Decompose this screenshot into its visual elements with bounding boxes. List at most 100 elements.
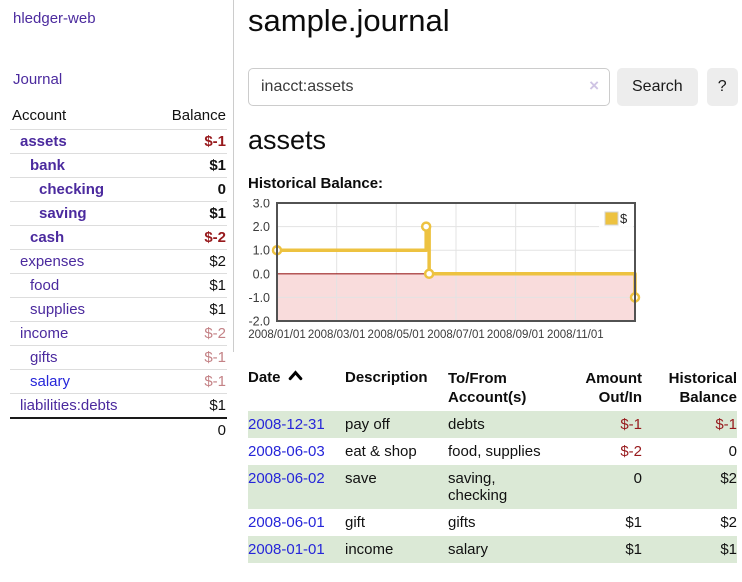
- transaction-date-link[interactable]: 2008-06-02: [248, 470, 325, 487]
- x-tick-label: 2008/11/01: [547, 329, 604, 341]
- account-link-bank[interactable]: bank: [30, 157, 66, 174]
- account-name-cell: assets: [10, 129, 153, 154]
- accounts-header-line2: Account(s): [448, 389, 527, 406]
- search-button[interactable]: Search: [617, 68, 698, 106]
- amount-header-line2: Out/In: [598, 389, 642, 406]
- data-point-marker: [420, 221, 432, 232]
- transaction-accounts: gifts: [448, 514, 476, 531]
- x-tick-label: 2008/03/01: [308, 329, 366, 341]
- transaction-balance: $1: [642, 536, 737, 563]
- transaction-balance: $-1: [642, 411, 737, 438]
- account-row: saving $1: [10, 201, 227, 226]
- account-name-cell: liabilities:debts: [10, 393, 153, 418]
- sidebar-journal-link[interactable]: Journal: [13, 71, 63, 88]
- page-title: sample.journal: [248, 3, 450, 38]
- account-row: checking 0: [10, 177, 227, 202]
- transaction-date-cell: 2008-06-01: [248, 509, 345, 536]
- account-name-cell: bank: [10, 153, 153, 178]
- account-name-cell: saving: [10, 201, 153, 226]
- amount-header-line1: Amount: [585, 370, 642, 387]
- account-link-income[interactable]: income: [20, 325, 69, 342]
- transactions-header-row: Date Description To/From Account(s) Amou…: [248, 363, 737, 411]
- account-row: assets $-1: [10, 129, 227, 154]
- account-link-cash[interactable]: cash: [30, 229, 65, 246]
- transaction-date-link[interactable]: 2008-12-31: [248, 416, 325, 433]
- legend-swatch: [604, 211, 619, 226]
- y-tick-label: -1.0: [248, 291, 270, 305]
- account-balance: 0: [152, 177, 227, 202]
- account-link-gifts[interactable]: gifts: [30, 349, 58, 366]
- transaction-description: pay off: [345, 411, 448, 438]
- account-row: expenses $2: [10, 249, 227, 274]
- balance-header-line2: Balance: [679, 389, 737, 406]
- account-balance: $1: [152, 153, 227, 178]
- x-tick-label: 2008/01/01: [248, 329, 306, 341]
- account-link-checking[interactable]: checking: [39, 181, 105, 198]
- sidebar-divider: [233, 0, 234, 352]
- search-input-wrap: ×: [248, 68, 610, 106]
- accounts-header-balance: Balance: [171, 107, 226, 124]
- transaction-description: eat & shop: [345, 443, 417, 460]
- account-link-saving[interactable]: saving: [39, 205, 87, 222]
- account-balance: $-2: [152, 225, 227, 250]
- help-button[interactable]: ?: [706, 68, 738, 106]
- col-header-date[interactable]: Date: [248, 363, 345, 411]
- accounts-total-value: 0: [152, 417, 227, 442]
- search-input[interactable]: [248, 68, 610, 106]
- transactions-body: 2008-12-31 pay off debts $-1 $-1 2008-06-03 ea…: [248, 411, 737, 563]
- data-point-marker: [423, 268, 435, 280]
- y-tick-label: 3.0: [253, 199, 270, 211]
- transaction-accounts: salary: [448, 536, 556, 563]
- transaction-date-link[interactable]: 2008-06-03: [248, 443, 325, 460]
- y-tick-label: 0.0: [253, 267, 270, 281]
- transaction-description: income: [345, 536, 448, 563]
- account-balance: $-2: [152, 321, 227, 346]
- transaction-date-link[interactable]: 2008-01-01: [248, 541, 325, 558]
- account-balance: $1: [152, 297, 227, 322]
- legend-label: $: [620, 211, 628, 226]
- account-name-cell: supplies: [10, 297, 153, 322]
- account-row: supplies $1: [10, 297, 227, 322]
- transaction-row: 2008-06-03 eat & shop food, supplies $-2 0: [248, 438, 737, 465]
- account-link-liabilities-debts[interactable]: liabilities:debts: [20, 397, 118, 414]
- transaction-accounts: saving, checking: [448, 465, 556, 509]
- account-balance: $1: [152, 393, 227, 418]
- account-link-assets[interactable]: assets: [20, 133, 67, 150]
- transaction-amount: $-2: [620, 443, 642, 460]
- transaction-date-cell: 2008-06-02: [248, 465, 345, 509]
- account-link-expenses[interactable]: expenses: [20, 253, 85, 270]
- y-tick-label: 2.0: [253, 220, 270, 234]
- col-header-accounts: To/From Account(s): [448, 363, 556, 411]
- transaction-amount: $-1: [556, 411, 642, 438]
- search-form: × Search ?: [248, 68, 740, 106]
- account-link-salary[interactable]: salary: [30, 373, 71, 390]
- col-header-balance: Historical Balance: [642, 363, 737, 411]
- transaction-description: save: [345, 465, 448, 509]
- y-tick-label: -2.0: [248, 315, 270, 329]
- accounts-total-spacer: [10, 417, 153, 442]
- account-link-food[interactable]: food: [30, 277, 60, 294]
- account-balance: $2: [152, 249, 227, 274]
- account-row: gifts $-1: [10, 345, 227, 370]
- account-name-cell: expenses: [10, 249, 153, 274]
- clear-search-icon[interactable]: ×: [589, 76, 599, 95]
- sidebar: hledger-web Journal Account Balance asse…: [0, 0, 228, 442]
- transaction-amount: $1: [625, 514, 642, 531]
- account-balance: $1: [152, 273, 227, 298]
- transaction-date-cell: 2008-06-03: [248, 438, 345, 465]
- account-name-cell: gifts: [10, 345, 153, 370]
- account-name-cell: food: [10, 273, 153, 298]
- app-title-link[interactable]: hledger-web: [13, 10, 96, 27]
- plot-border: [276, 202, 636, 322]
- account-row: cash $-2: [10, 225, 227, 250]
- accounts-body: assets $-1 bank $1 checking 0 saving $1 cash $-2 e…: [10, 129, 227, 418]
- col-header-description: Description: [345, 369, 428, 386]
- account-link-supplies[interactable]: supplies: [30, 301, 86, 318]
- account-name-cell: salary: [10, 369, 153, 394]
- main-content: sample.journal × Search ? assets Histori…: [248, 0, 740, 563]
- transaction-description: gift: [345, 514, 366, 531]
- transaction-date-link[interactable]: 2008-06-01: [248, 514, 325, 531]
- historical-balance-chart[interactable]: $3.0 2.0 1.0 0.0 -1.0 -2.0 2008/01/01 2008/03/0…: [241, 199, 740, 351]
- transaction-amount: $1: [556, 536, 642, 563]
